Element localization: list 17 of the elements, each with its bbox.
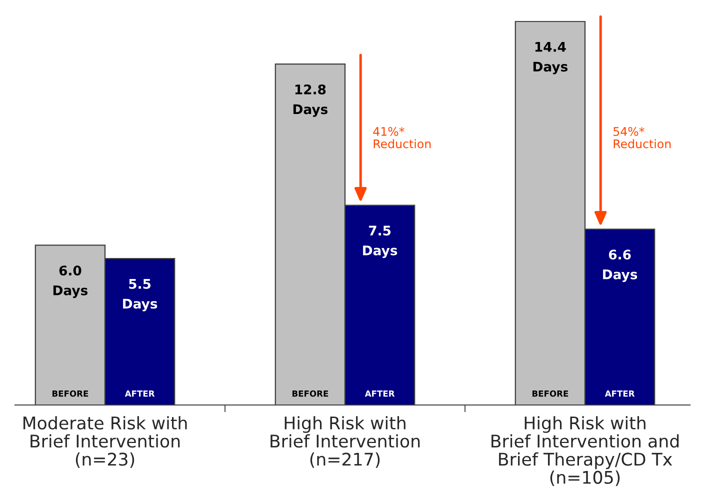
data-label: 5.5 Days [123,279,158,312]
series-label: BEFORE [52,390,88,397]
annotation: 54%* Reduction [614,127,671,148]
series-label: AFTER [124,390,155,397]
text: AFTER [364,390,395,397]
data-label: 6.6 Days [603,250,638,282]
annotation: 41%* Reduction [373,127,431,148]
text: BEFORE [532,390,568,397]
text: AFTER [604,390,635,397]
data-label: 7.5 Days [363,226,398,258]
text: BEFORE [292,390,328,397]
x-tick-label: High Risk with Brief Intervention (n=217) [270,416,420,468]
data-label: 14.4 Days [533,42,568,74]
data-label: 6.0 Days [53,266,88,298]
x-tick-label: High Risk with Brief Intervention and Brief Therapy/CD Tx (n=105) [492,416,679,486]
x-tick-label: Moderate Risk with Brief Intervention (n=23) [23,416,187,468]
data-label: 12.8 Days [293,84,328,117]
